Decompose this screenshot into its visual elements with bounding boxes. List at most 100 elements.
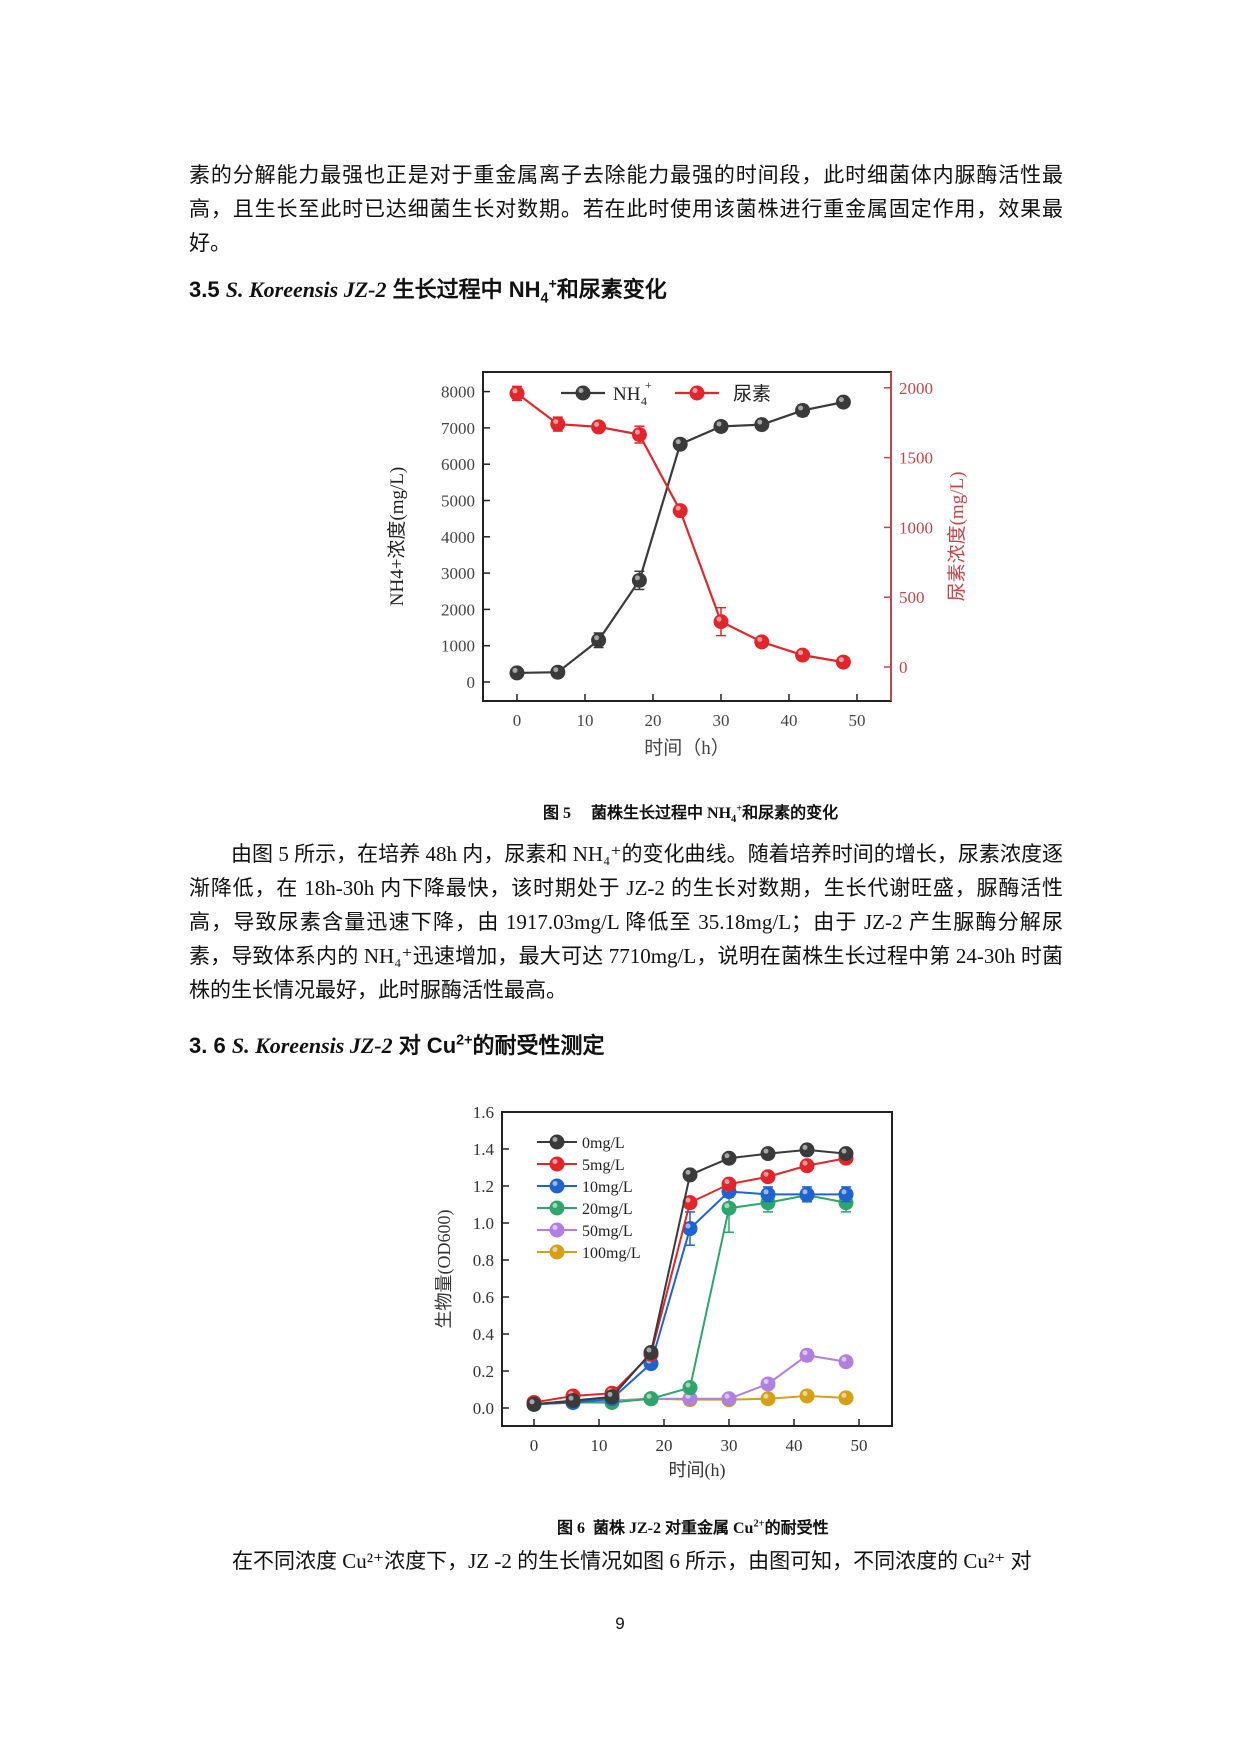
series-line (533, 1148, 847, 1406)
legend-label: 0mg/L (582, 1135, 625, 1152)
chart1-marker (835, 654, 851, 670)
chart2-marker (799, 1388, 815, 1404)
marker-highlight (646, 1347, 652, 1353)
marker-highlight (716, 421, 722, 427)
chart1-marker (835, 394, 851, 410)
marker-highlight (841, 1392, 847, 1398)
marker-highlight (552, 1203, 558, 1208)
chart2-marker (643, 1345, 659, 1360)
heading-text: 和尿素变化 (556, 277, 667, 302)
chart2-marker (838, 1354, 854, 1370)
chart1-marker (672, 503, 688, 519)
x-tick-label: 20 (656, 1436, 673, 1455)
y-tick-label: 1.2 (473, 1177, 494, 1196)
subscript: 4 (731, 814, 737, 826)
y2-tick-label: 500 (899, 588, 925, 607)
y-tick-label: 0.6 (473, 1288, 494, 1307)
chart2-marker (682, 1167, 698, 1183)
chart1-marker (795, 647, 811, 663)
chart1-marker (713, 418, 729, 434)
y-tick-label: 0 (467, 673, 476, 692)
marker-highlight (594, 635, 600, 641)
chart2-frame (501, 1111, 893, 1427)
marker-highlight (634, 429, 640, 435)
chart2-marker (565, 1393, 581, 1409)
section-heading-3-6: 3. 6 S. Koreensis JZ-2 对 Cu2+的耐受性测定 (189, 1028, 604, 1060)
chart1-marker (631, 427, 647, 443)
x-tick-label: 0 (530, 1436, 539, 1455)
marker-highlight (685, 1223, 691, 1229)
marker-highlight (634, 575, 640, 581)
legend-marker (575, 385, 591, 401)
y-axis-label: NH4+浓度(mg/L) (386, 467, 408, 606)
x-axis-label: 时间(h) (669, 1460, 726, 1481)
y-tick-label: 4000 (441, 528, 475, 547)
y-tick-label: 6000 (441, 455, 475, 474)
chart1-marker (631, 572, 647, 588)
heading-text: 生长过程中 NH (386, 277, 541, 302)
x-tick-label: 0 (513, 711, 522, 730)
marker-highlight (607, 1391, 613, 1397)
y-tick-label: 1000 (441, 637, 475, 656)
marker-highlight (798, 650, 804, 656)
chart2-marker (721, 1150, 737, 1166)
paragraph-3-5: 由图 5 所示，在培养 48h 内，尿素和 NH₄⁺的变化曲线。随着培养时间的增… (189, 842, 1063, 1002)
marker-highlight (841, 1189, 847, 1195)
y2-tick-label: 2000 (899, 379, 933, 398)
chart2-marker (760, 1391, 776, 1407)
species-name: S. Koreensis JZ-2 (225, 277, 387, 302)
x-tick-label: 30 (721, 1436, 738, 1455)
y-tick-label: 3000 (441, 564, 475, 583)
legend-marker (689, 385, 705, 401)
chart1-marker (795, 402, 811, 418)
marker-highlight (838, 397, 844, 403)
marker-highlight (802, 1350, 808, 1356)
section-heading-3-5: 3.5 S. Koreensis JZ-2 生长过程中 NH4+和尿素变化 (189, 272, 667, 307)
caption-text: 菌株生长过程中 NH (591, 805, 732, 822)
chart2-marker (838, 1146, 854, 1162)
marker-highlight (646, 1393, 652, 1399)
caption-text: 的耐受性 (764, 1520, 829, 1537)
legend-marker (549, 1156, 565, 1172)
marker-highlight (763, 1189, 769, 1195)
marker-highlight (802, 1189, 808, 1195)
chart2-marker (799, 1186, 815, 1202)
x-tick-label: 30 (713, 711, 730, 730)
y2-tick-label: 0 (899, 658, 908, 677)
chart2-marker (721, 1200, 737, 1216)
superscript: 2+ (456, 1032, 473, 1049)
legend-label: 50mg/L (582, 1223, 633, 1240)
y-tick-label: 8000 (441, 383, 475, 402)
marker-highlight (841, 1356, 847, 1362)
y-tick-label: 1.6 (473, 1103, 494, 1122)
series-line (516, 392, 844, 664)
legend-label: 20mg/L (582, 1201, 633, 1218)
x-tick-label: 40 (786, 1436, 803, 1455)
marker-highlight (512, 388, 518, 394)
chart2-marker (721, 1391, 737, 1407)
chart1-marker (754, 417, 770, 433)
caption-text: 和尿素的变化 (742, 805, 839, 822)
marker-highlight (552, 1181, 558, 1186)
marker-highlight (838, 657, 844, 663)
marker-highlight (798, 405, 804, 411)
marker-highlight (552, 1225, 558, 1230)
y-tick-label: 7000 (441, 419, 475, 438)
chart1-marker (591, 632, 607, 648)
marker-highlight (512, 667, 518, 673)
y-tick-label: 1.0 (473, 1214, 494, 1233)
chart2-marker (838, 1390, 854, 1406)
marker-highlight (724, 1153, 730, 1159)
chart2-marker (799, 1158, 815, 1174)
legend-marker (549, 1244, 565, 1260)
chart2-marker (682, 1380, 698, 1396)
legend-label-sup: + (645, 378, 652, 392)
chart2-marker (760, 1376, 776, 1392)
chart2-marker (799, 1142, 815, 1158)
superscript: + (548, 276, 557, 293)
legend-marker (549, 1134, 565, 1150)
marker-highlight (553, 419, 559, 425)
y2-tick-label: 1500 (899, 449, 933, 468)
marker-highlight (763, 1171, 769, 1177)
x-tick-label: 50 (851, 1436, 868, 1455)
